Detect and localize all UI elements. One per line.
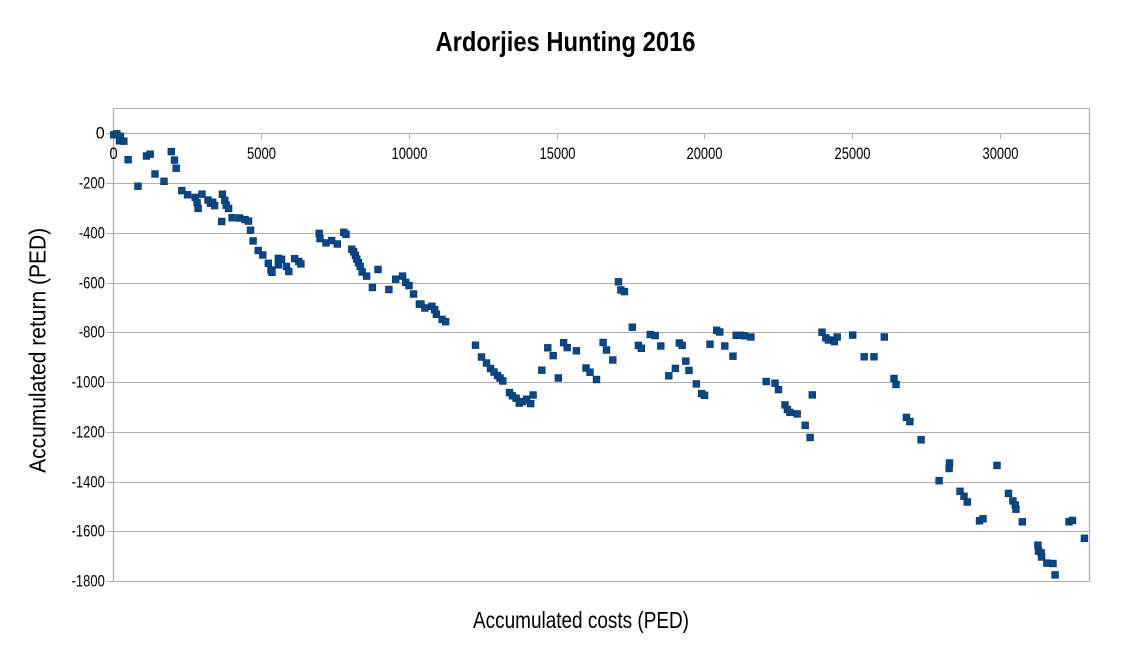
svg-text:-400: -400 bbox=[79, 225, 105, 243]
svg-text:-1200: -1200 bbox=[72, 424, 105, 442]
svg-text:-600: -600 bbox=[79, 275, 105, 293]
svg-text:0: 0 bbox=[109, 145, 117, 163]
svg-text:25000: 25000 bbox=[835, 145, 871, 163]
svg-text:-1000: -1000 bbox=[72, 374, 105, 392]
svg-text:10000: 10000 bbox=[392, 145, 428, 163]
svg-text:Ardorjies Hunting 2016: Ardorjies Hunting 2016 bbox=[436, 26, 696, 57]
svg-text:5000: 5000 bbox=[247, 145, 276, 163]
svg-text:15000: 15000 bbox=[540, 145, 576, 163]
svg-text:Accumulated return (PED): Accumulated return (PED) bbox=[25, 228, 51, 473]
svg-text:Accumulated costs (PED): Accumulated costs (PED) bbox=[473, 607, 689, 633]
svg-text:-200: -200 bbox=[79, 175, 105, 193]
svg-text:-1400: -1400 bbox=[72, 474, 105, 492]
svg-text:0: 0 bbox=[96, 125, 105, 143]
svg-text:20000: 20000 bbox=[687, 145, 723, 163]
svg-text:-1800: -1800 bbox=[72, 573, 105, 591]
svg-text:30000: 30000 bbox=[983, 145, 1019, 163]
svg-text:-800: -800 bbox=[79, 324, 105, 342]
svg-text:-1600: -1600 bbox=[72, 523, 105, 541]
